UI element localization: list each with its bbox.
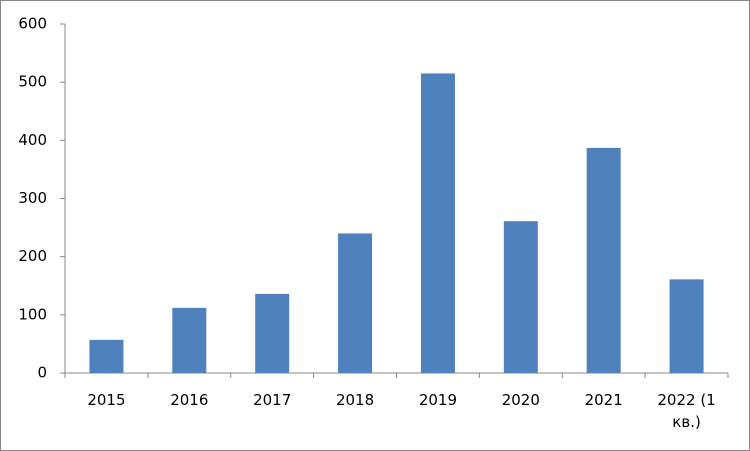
y-tick-label: 0	[37, 364, 47, 382]
bar	[503, 221, 538, 373]
bar	[669, 279, 704, 373]
bar	[420, 73, 455, 374]
y-tick-label: 600	[18, 15, 47, 33]
x-tick-label: 2018	[335, 391, 375, 409]
y-tick-label: 200	[18, 247, 47, 265]
bar	[172, 307, 207, 373]
x-tick-label: 2016	[170, 391, 209, 409]
bar	[338, 233, 373, 373]
bar	[89, 339, 124, 373]
x-tick-label: 2022 (1 кв.)	[657, 391, 716, 431]
x-tick-label: 2015	[87, 391, 126, 409]
x-tick-label: 2020	[501, 391, 540, 409]
y-tick-label: 100	[18, 305, 47, 323]
y-tick-label: 300	[18, 189, 47, 207]
x-tick-label: 2021	[584, 391, 623, 409]
x-tick-label: 2019	[418, 391, 458, 409]
bar	[586, 147, 621, 373]
x-tick-label: 2017	[253, 391, 292, 409]
bar	[255, 293, 290, 373]
y-tick-label: 500	[18, 73, 47, 91]
y-tick-label: 400	[18, 131, 47, 149]
